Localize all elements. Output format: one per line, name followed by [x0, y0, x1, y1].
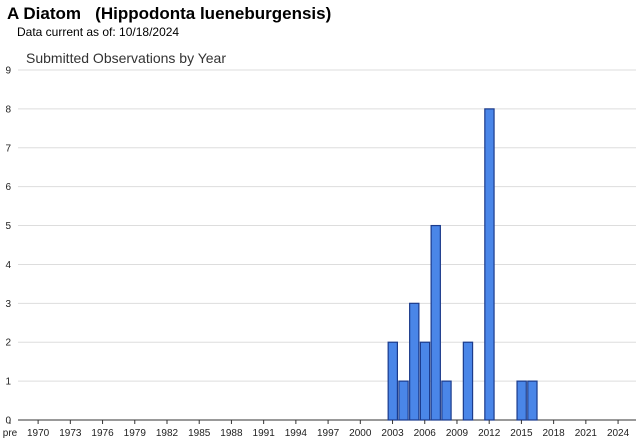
- x-tick-label: 2024: [607, 428, 630, 439]
- y-tick-label: 5: [5, 221, 11, 232]
- y-tick-label: 2: [5, 338, 11, 349]
- x-tick-label: pre: [3, 428, 18, 439]
- x-tick-label: 1997: [317, 428, 340, 439]
- y-tick-label: 3: [5, 299, 11, 310]
- x-tick-label: 2009: [446, 428, 469, 439]
- x-tick-label: 1985: [188, 428, 211, 439]
- data-date-label: Data current as of: 10/18/2024: [17, 25, 180, 39]
- bar-2012: [484, 108, 495, 421]
- x-tick-label: 2021: [575, 428, 598, 439]
- bar-2016: [527, 380, 538, 421]
- x-tick-label: 1970: [27, 428, 50, 439]
- tick-layer: 0 1 2 3 4 5 6 7 8 9 pre 1970 1973 1976 1979 1982 1985 198…: [3, 66, 630, 440]
- y-tick-label: 8: [5, 104, 11, 115]
- y-tick-label: 4: [5, 260, 11, 271]
- bar-2006: [419, 341, 431, 421]
- x-tick-label: 1979: [124, 428, 147, 439]
- y-tick-label: 7: [5, 143, 11, 154]
- x-tick-label: 2012: [478, 428, 501, 439]
- x-tick-label: 1973: [59, 428, 82, 439]
- chart-title: Submitted Observations by Year: [26, 50, 227, 66]
- bar-2004: [398, 380, 409, 421]
- x-tick-label: 1994: [285, 428, 308, 439]
- y-tick-label: 9: [5, 66, 11, 77]
- x-tick-label: 2015: [510, 428, 533, 439]
- x-tick-label: 1982: [156, 428, 179, 439]
- x-tick-label: 2006: [414, 428, 437, 439]
- x-tick-label: 1988: [220, 428, 243, 439]
- x-tick-label: 2000: [349, 428, 372, 439]
- y-tick-label: 6: [5, 182, 11, 193]
- bar-2003: [387, 341, 399, 421]
- bar-2008: [441, 380, 452, 421]
- page-title: A Diatom (Hippodonta lueneburgensis): [7, 4, 332, 23]
- x-tick-label: 1991: [253, 428, 276, 439]
- bar-layer: [387, 108, 538, 421]
- x-tick-label: 1976: [91, 428, 114, 439]
- bar-2005: [409, 302, 420, 421]
- bar-2010: [462, 341, 474, 421]
- bar-2015: [516, 380, 527, 421]
- x-tick-label: 2003: [381, 428, 404, 439]
- y-tick-label: 1: [5, 377, 11, 388]
- x-tick-label: 2018: [543, 428, 566, 439]
- grid-layer: [18, 69, 636, 421]
- bar-2007: [430, 224, 441, 421]
- y-tick-label: 0: [5, 416, 11, 427]
